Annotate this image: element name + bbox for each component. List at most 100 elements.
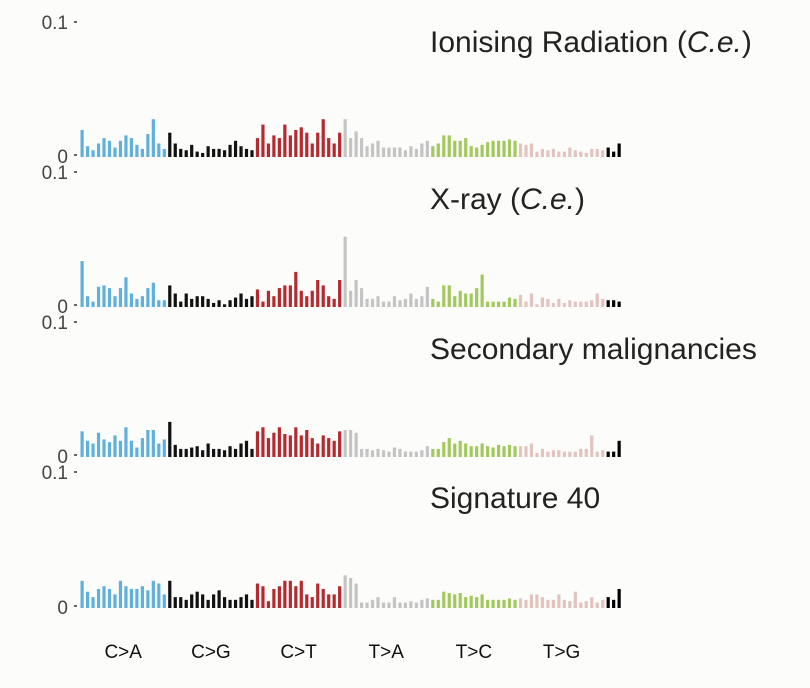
bar (524, 301, 528, 307)
bar (557, 594, 561, 608)
bar (590, 148, 594, 157)
bar (162, 300, 166, 307)
bar (321, 285, 325, 307)
bar (469, 146, 473, 157)
bar (540, 448, 545, 457)
bar (146, 134, 150, 157)
bar (595, 451, 599, 457)
bar (233, 297, 238, 307)
bar (310, 597, 314, 608)
bar (195, 446, 199, 457)
bar (250, 296, 254, 307)
bar (447, 438, 451, 457)
bar (124, 135, 128, 157)
bar (255, 583, 260, 608)
bar (442, 442, 446, 457)
bar (524, 446, 528, 457)
bar (568, 451, 572, 457)
bar (453, 594, 457, 608)
bar (190, 594, 194, 608)
bar (294, 130, 298, 157)
bar (85, 440, 90, 457)
bar (403, 298, 408, 307)
bar (447, 285, 451, 307)
panel-title: Secondary malignancies (430, 333, 757, 366)
bar (217, 300, 221, 307)
bar (124, 277, 128, 307)
bar (387, 301, 391, 307)
bar (431, 599, 435, 608)
bar (233, 140, 238, 157)
bar (573, 150, 577, 157)
bar (447, 593, 451, 608)
bar (140, 148, 144, 157)
signature-panel: 0.1 0 X-ray (C.e.) (42, 163, 621, 318)
bar (332, 594, 336, 608)
bar (157, 143, 161, 157)
bar (102, 285, 106, 307)
bar (612, 151, 616, 157)
bar (85, 296, 90, 307)
bar (420, 296, 424, 307)
bar (206, 146, 210, 157)
bar (590, 300, 594, 307)
bar (447, 135, 451, 157)
x-category-label: T>C (456, 642, 492, 663)
bar (376, 597, 380, 608)
bar (190, 298, 194, 307)
bar (212, 448, 216, 457)
bar (173, 597, 177, 608)
bar (381, 602, 386, 608)
bar (392, 296, 397, 307)
bar (201, 594, 205, 608)
bar (310, 290, 314, 307)
bar (222, 150, 227, 157)
bar (343, 119, 347, 157)
bar (491, 599, 495, 608)
signature-panel: 0.1 0 Secondary malignancies (42, 313, 757, 468)
bar (283, 124, 287, 157)
bar (584, 301, 588, 307)
bar (316, 443, 320, 457)
bar (595, 293, 599, 307)
bar (349, 578, 353, 608)
bar (475, 446, 479, 457)
bar (551, 599, 555, 608)
bar (305, 594, 309, 608)
bar (233, 448, 238, 457)
bar (80, 130, 84, 157)
bar (590, 597, 594, 608)
bar (327, 296, 331, 307)
bar (491, 301, 495, 307)
bar (403, 150, 408, 157)
bar (288, 135, 292, 157)
bar (294, 586, 298, 608)
bar (250, 599, 254, 608)
bar (540, 597, 545, 608)
bar (513, 599, 517, 608)
y-tick-label: 0.1 (42, 163, 68, 184)
bar (595, 148, 599, 157)
bar (327, 594, 331, 608)
bar (338, 132, 342, 157)
bar (316, 280, 320, 307)
bar (491, 140, 495, 157)
bar (535, 452, 539, 457)
bar (458, 593, 462, 608)
bar (316, 583, 320, 608)
bar (535, 304, 539, 307)
bar (222, 450, 227, 457)
bar (195, 591, 199, 608)
bar (195, 151, 199, 157)
bar (601, 450, 605, 457)
bar (206, 599, 210, 608)
bar (80, 261, 84, 307)
bar (299, 290, 303, 307)
bar (464, 293, 468, 307)
bar (206, 443, 210, 457)
bar (496, 599, 501, 608)
bar (425, 446, 429, 457)
bar (85, 146, 90, 157)
y-tick-label: 0 (57, 297, 68, 318)
bar (414, 148, 418, 157)
